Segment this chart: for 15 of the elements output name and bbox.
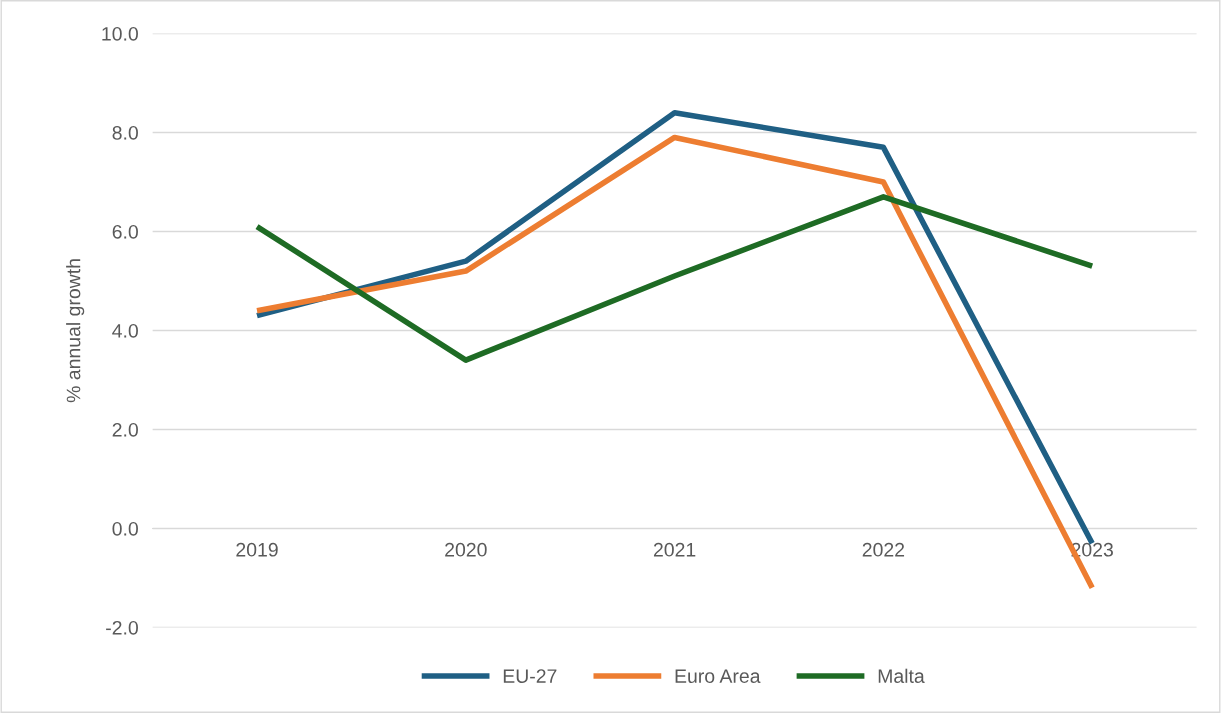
- y-tick-label: 0.0: [112, 521, 138, 536]
- x-tick-label: 2020: [445, 542, 487, 557]
- x-tick-label: 2022: [862, 542, 905, 557]
- legend-label: Euro Area: [675, 669, 761, 683]
- y-tick-label: -2.0: [106, 620, 138, 635]
- y-tick-label: 6.0: [112, 224, 138, 239]
- legend-label: Malta: [878, 668, 925, 683]
- y-tick-label: 4.0: [112, 323, 138, 338]
- y-tick-label: 10.0: [102, 26, 138, 41]
- x-tick-label: 2019: [236, 542, 278, 557]
- y-axis-title: % annual growth: [66, 259, 85, 403]
- legend-label: EU-27: [503, 669, 557, 683]
- y-tick-label: 2.0: [112, 422, 138, 437]
- x-tick-label: 2021: [653, 542, 696, 557]
- y-tick-label: 8.0: [112, 125, 138, 140]
